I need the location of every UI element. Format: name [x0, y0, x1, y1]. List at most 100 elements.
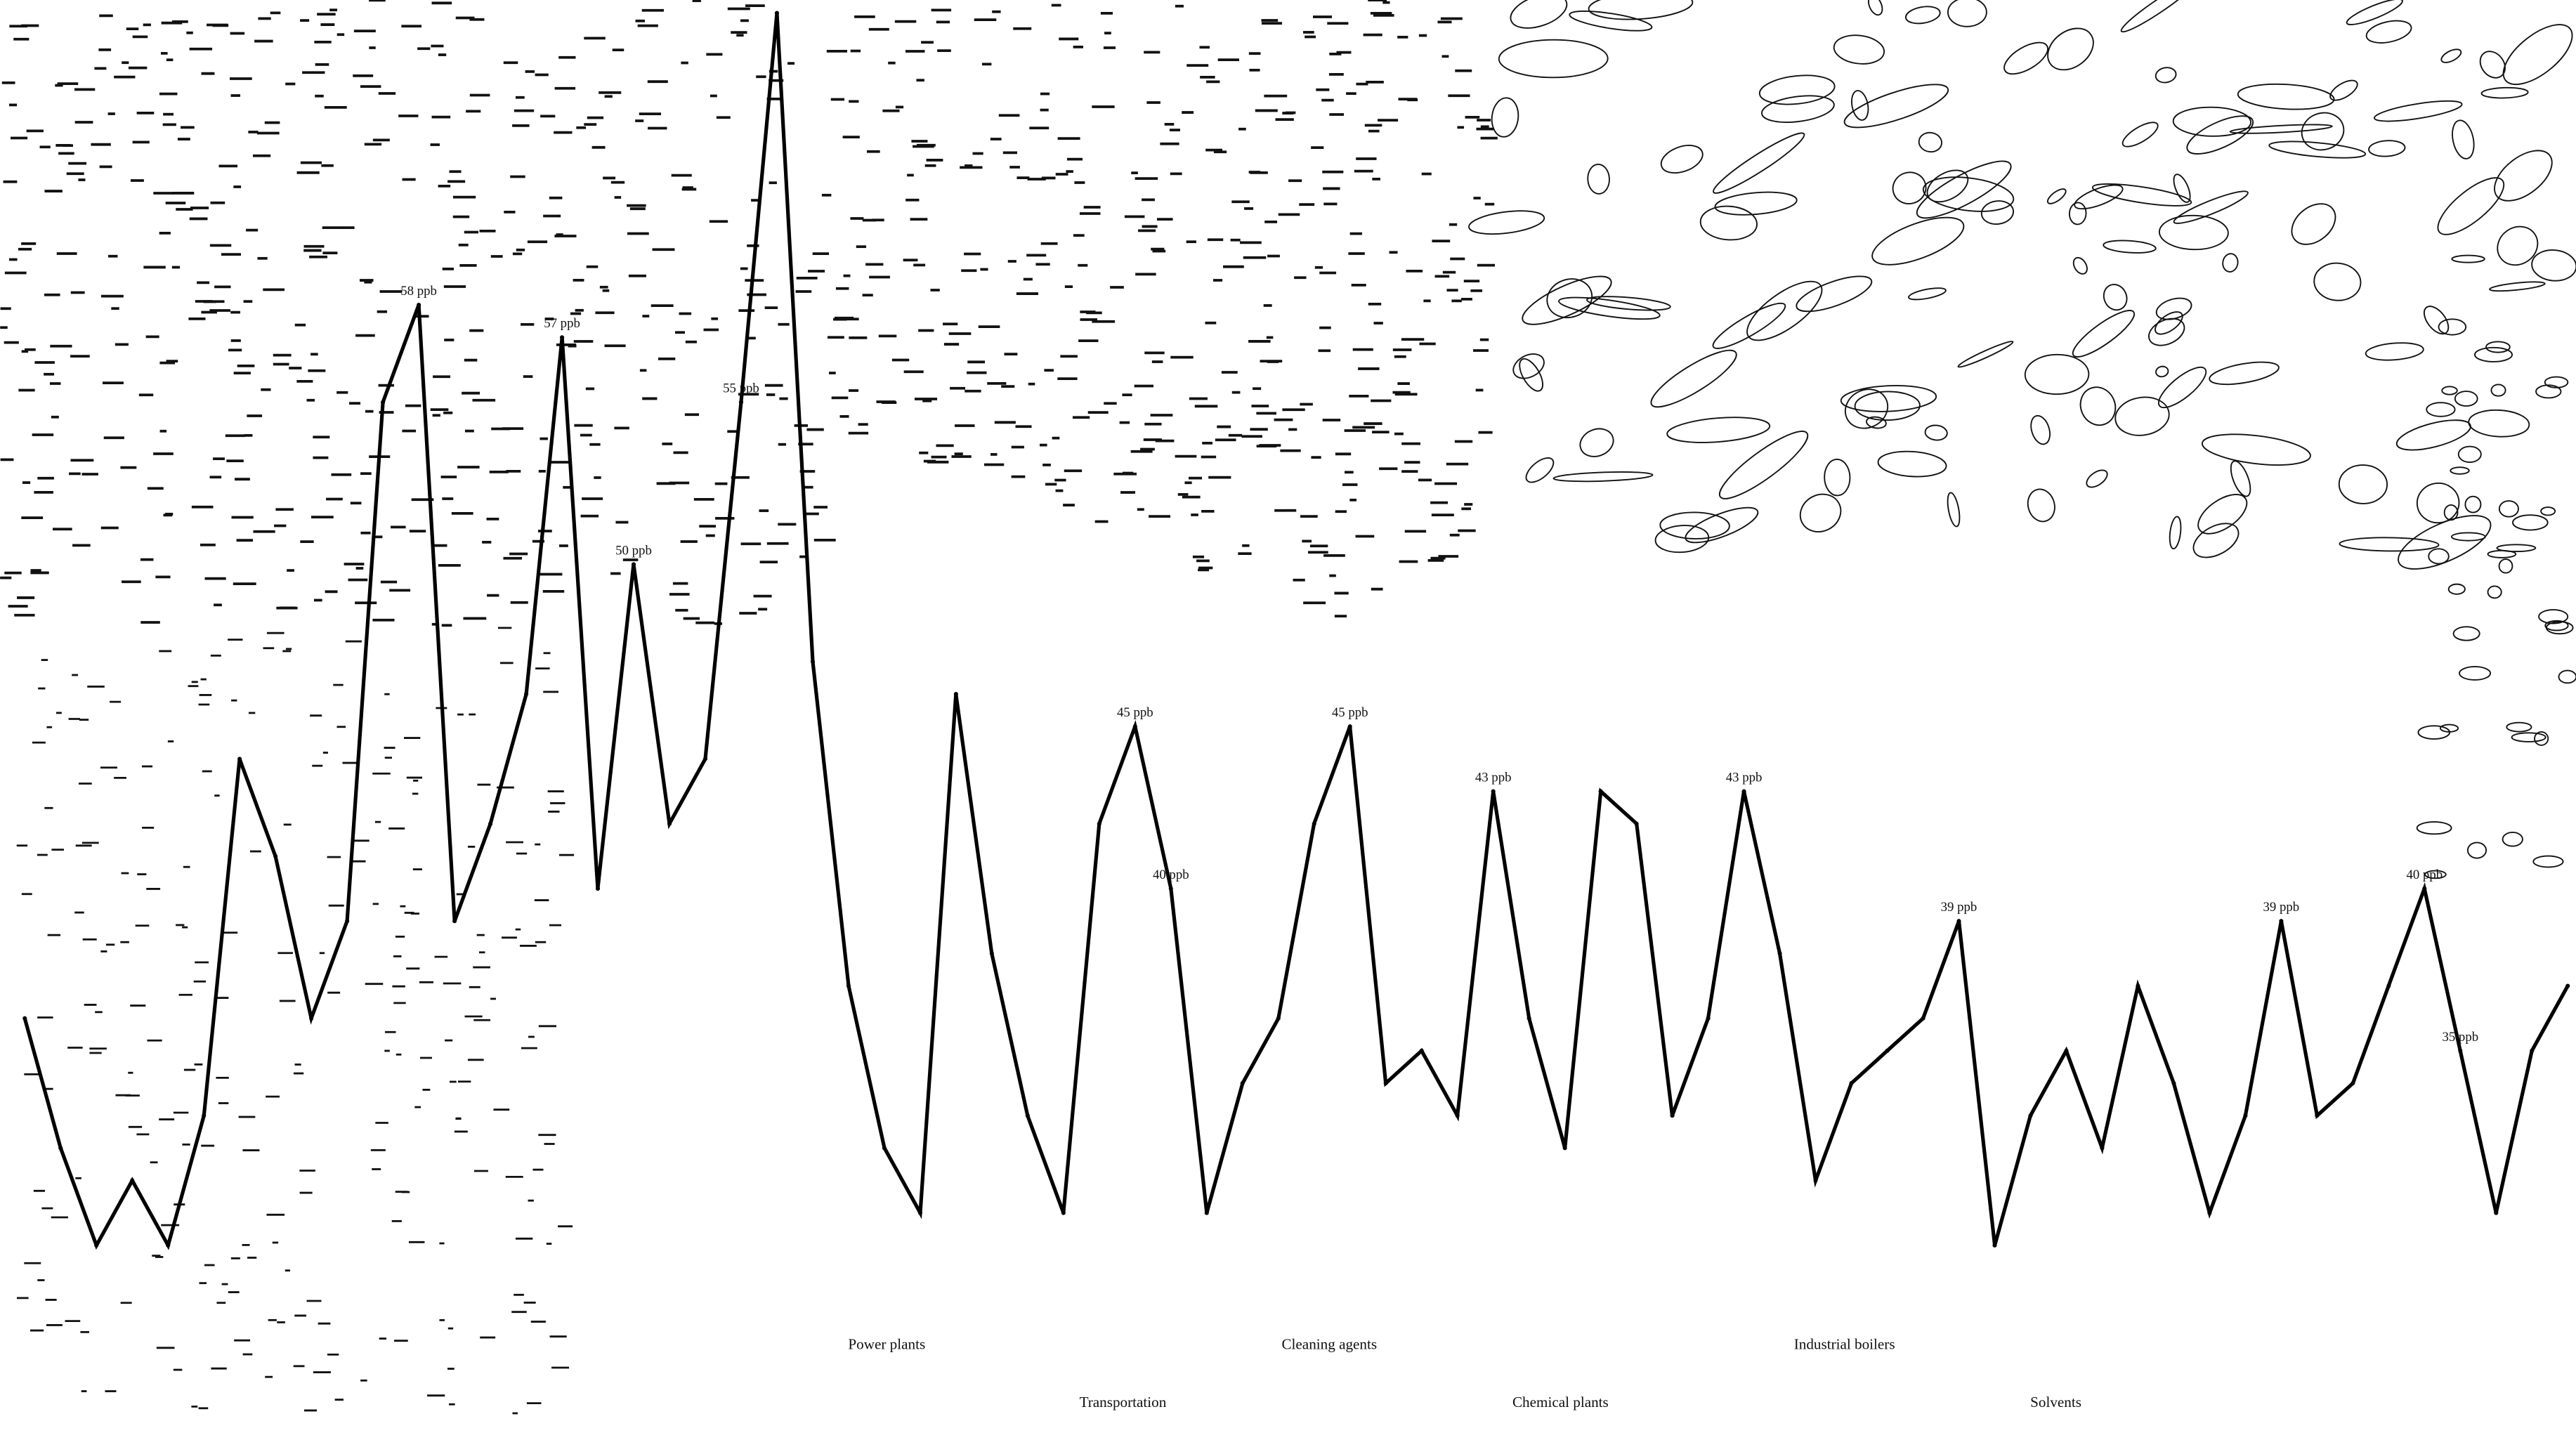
point [774, 11, 780, 15]
contour [2450, 466, 2470, 475]
contour [1587, 163, 1610, 195]
contour [1746, 280, 1823, 341]
contour [1569, 11, 1653, 32]
point [1276, 1016, 1281, 1021]
source-label: Solvents [2030, 1394, 2081, 1410]
contour [2103, 284, 2128, 311]
contour [2416, 482, 2460, 524]
contour [2121, 122, 2159, 148]
value-label: 55 ppb [723, 381, 759, 395]
contour [2426, 402, 2456, 417]
contour [1714, 191, 1798, 216]
point [1777, 951, 1782, 956]
point [1061, 1210, 1066, 1215]
source-label: Industrial boilers [1794, 1336, 1895, 1353]
point [94, 1243, 99, 1248]
point [2351, 1081, 2355, 1086]
contour [1922, 176, 2015, 212]
contour [2074, 184, 2124, 210]
contour [2540, 506, 2556, 516]
contour [1877, 450, 1947, 478]
contour [2103, 240, 2157, 254]
contour [1843, 84, 1949, 129]
point [631, 562, 636, 567]
contour [2459, 666, 2492, 681]
point [1312, 821, 1316, 826]
point [738, 400, 744, 405]
contour [1510, 0, 1568, 29]
value-label: 40 ppb [1153, 868, 1189, 882]
contour [1918, 131, 1943, 153]
source-label: Power plants [848, 1336, 925, 1353]
point [1383, 1081, 1388, 1086]
contour [2148, 318, 2185, 346]
contour [2291, 203, 2336, 245]
contour [1924, 424, 1948, 441]
point [166, 1243, 171, 1248]
contour [1980, 200, 2015, 225]
contour [2030, 414, 2051, 445]
contour [2024, 353, 2090, 395]
contour [2155, 67, 2177, 84]
value-label: 45 ppb [1332, 705, 1368, 720]
contour [2441, 386, 2458, 395]
contour [2301, 112, 2345, 151]
point [1204, 1210, 1209, 1215]
contour [2497, 225, 2539, 266]
contour [2531, 249, 2576, 282]
contour [1866, 416, 1887, 429]
contour [2329, 79, 2358, 101]
contour [2512, 514, 2549, 531]
contour [2423, 306, 2450, 335]
contour [1840, 384, 1937, 412]
value-label: 43 ppb [1726, 770, 1763, 785]
contour [2395, 419, 2471, 451]
point [667, 821, 672, 826]
contour [2365, 342, 2424, 361]
point [2028, 1113, 2033, 1118]
point [1240, 1081, 1245, 1086]
point [2386, 983, 2391, 988]
point [1885, 1048, 1890, 1053]
contour [2172, 106, 2252, 137]
contour [1699, 205, 1758, 241]
point [917, 1210, 922, 1215]
contour [2506, 721, 2532, 733]
contour [2502, 832, 2523, 847]
contour [2538, 609, 2569, 624]
contour [2534, 731, 2549, 746]
contour [1685, 506, 1759, 544]
contour [1947, 492, 1961, 528]
value-label: 39 ppb [2263, 900, 2300, 915]
contour [2338, 464, 2388, 504]
contour [2511, 732, 2546, 742]
contour [1892, 171, 1927, 204]
contour [2313, 262, 2362, 301]
contour [1586, 296, 1671, 311]
contour [2438, 318, 2467, 336]
contour [2398, 515, 2492, 570]
point [345, 919, 350, 924]
contour [2222, 253, 2239, 273]
contour [1512, 353, 1545, 379]
contour [1666, 417, 1771, 443]
contour [2464, 495, 2482, 513]
value-label: 45 ppb [1117, 705, 1153, 720]
contour [2197, 494, 2248, 535]
contour [2498, 558, 2513, 574]
point [1491, 789, 1496, 794]
point [2565, 983, 2570, 988]
point [810, 659, 816, 664]
contour [1867, 0, 1883, 16]
point [2136, 983, 2140, 988]
point [1455, 1113, 1460, 1118]
contour [1552, 471, 1654, 483]
contour [2237, 83, 2335, 110]
contour [2535, 384, 2562, 399]
contour [2496, 544, 2537, 553]
contour [2086, 469, 2108, 488]
point [989, 951, 994, 956]
contour [2544, 376, 2569, 388]
point [381, 400, 386, 405]
